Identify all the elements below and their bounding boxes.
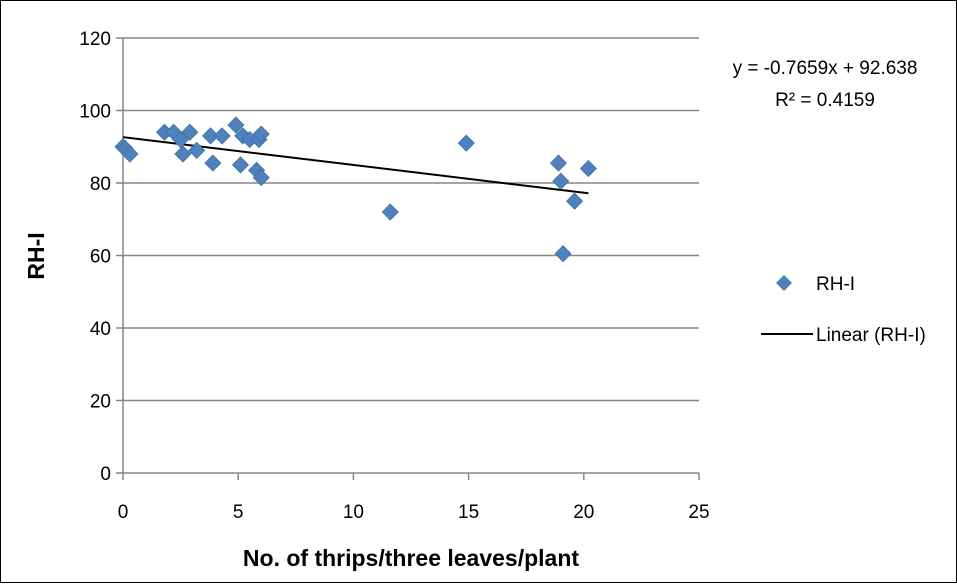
data-point [181,123,199,141]
y-tick-label: 100 [79,102,111,123]
legend: RH-I Linear (RH-I) [761,274,926,346]
y-axis-title: RH-I [23,232,49,279]
data-point [174,145,192,163]
data-point [579,159,597,178]
x-tick-label: 0 [118,502,129,523]
legend-marker-rh-i [776,275,792,291]
data-point [188,141,206,159]
data-point [554,245,572,263]
y-tick-label: 40 [90,319,111,340]
data-point [213,127,231,145]
data-point [204,154,222,172]
data-point [201,127,220,145]
data-point [552,172,570,190]
y-tick-label: 80 [90,174,111,195]
x-tick-label: 25 [688,502,709,523]
x-tick-label: 10 [343,502,364,523]
y-tick-label: 0 [100,464,111,485]
data-points [114,116,597,263]
data-point [231,156,250,174]
axes [116,37,700,480]
trendline [122,136,589,195]
y-tick-label: 60 [90,247,111,268]
data-point [549,154,568,172]
y-tick-label: 120 [79,29,111,50]
data-point [457,134,475,152]
r-squared-label: R² = 0.4159 [775,90,875,111]
y-tick-label: 20 [90,392,111,413]
y-tick-labels: 0 20 40 60 80 100 120 [79,29,111,485]
legend-label-rh-i: RH-I [816,274,855,295]
trendline-equation: y = -0.7659x + 92.638 [733,58,918,79]
gridlines [123,37,699,402]
data-point [227,116,245,134]
x-axis-title: No. of thrips/three leaves/plant [243,545,579,571]
x-tick-labels: 0 5 10 15 20 25 [118,502,710,523]
data-point [121,145,139,163]
x-tick-label: 15 [458,502,479,523]
data-point [381,203,399,221]
data-point [252,125,270,143]
legend-label-linear: Linear (RH-I) [816,325,926,346]
trendline-layer [122,136,589,195]
data-point [566,192,584,210]
data-point [252,168,270,187]
x-tick-label: 5 [233,502,244,523]
x-tick-label: 20 [573,502,594,523]
